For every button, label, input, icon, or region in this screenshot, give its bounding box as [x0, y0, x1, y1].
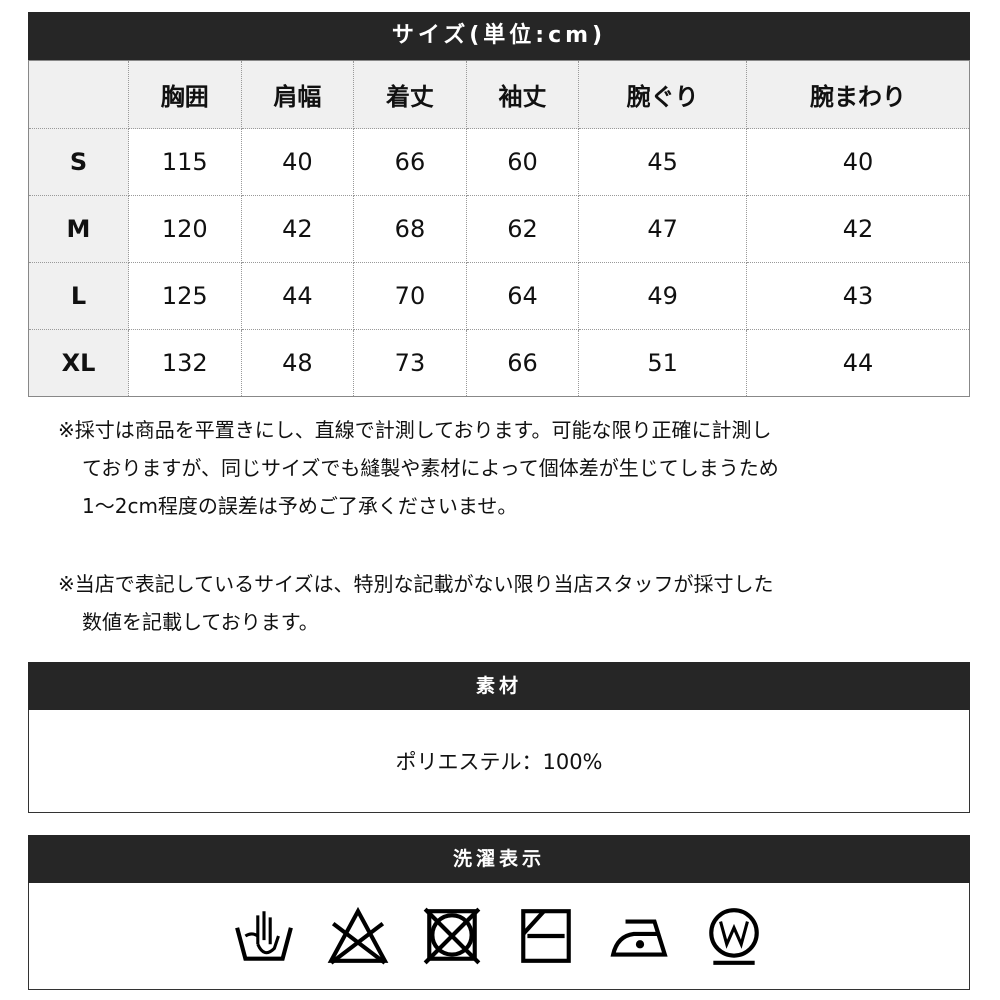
table-row: S 115 40 66 60 45 40	[28, 128, 970, 196]
table-cell: 66	[353, 128, 467, 196]
table-cell: 64	[465, 262, 580, 330]
table-cell: 70	[353, 262, 467, 330]
note-line: ※当店で表記しているサイズは、特別な記載がない限り当店スタッフが採寸した	[58, 572, 774, 596]
size-label: M	[28, 195, 129, 263]
size-label: S	[28, 128, 129, 196]
table-cell: 42	[746, 195, 970, 263]
line-dry-shade-icon	[515, 905, 577, 967]
table-cell: 42	[240, 195, 355, 263]
table-cell: 49	[578, 262, 748, 330]
size-label: L	[28, 262, 129, 330]
note-line: 数値を記載しております。	[82, 610, 319, 634]
table-row: L 125 44 70 64 49 43	[28, 262, 970, 330]
table-cell: 66	[465, 329, 580, 397]
table-cell: 73	[353, 329, 467, 397]
table-cell: 120	[128, 195, 242, 263]
table-cell: 44	[746, 329, 970, 397]
material-value: ポリエステル：100%	[395, 750, 603, 774]
washing-title: 洗濯表示	[28, 835, 970, 883]
table-cell: 40	[746, 128, 970, 196]
table-cell: 47	[578, 195, 748, 263]
table-cell: 51	[578, 329, 748, 397]
table-cell: 44	[240, 262, 355, 330]
washing-icons	[28, 883, 970, 990]
column-header: 袖丈	[465, 60, 580, 129]
column-header: 腕ぐり	[578, 60, 748, 129]
column-header: 腕まわり	[746, 60, 970, 129]
table-cell: 132	[128, 329, 242, 397]
column-header	[28, 60, 129, 129]
hand-wash-icon	[233, 905, 295, 967]
note-size-label: ※当店で表記しているサイズは、特別な記載がない限り当店スタッフが採寸した 数値を…	[58, 565, 958, 641]
note-measurement: ※採寸は商品を平置きにし、直線で計測しております。可能な限り正確に計測し ており…	[58, 411, 958, 525]
iron-low-icon	[609, 905, 671, 967]
size-table-title: サイズ(単位:cm)	[28, 12, 970, 60]
no-tumble-dry-icon	[421, 905, 483, 967]
note-line: ※採寸は商品を平置きにし、直線で計測しております。可能な限り正確に計測し	[58, 418, 772, 442]
table-cell: 115	[128, 128, 242, 196]
size-label: XL	[28, 329, 129, 397]
no-bleach-icon	[327, 905, 389, 967]
column-header: 胸囲	[128, 60, 242, 129]
note-line: ておりますが、同じサイズでも縫製や素材によって個体差が生じてしまうため	[82, 456, 779, 480]
table-cell: 40	[240, 128, 355, 196]
material-box: ポリエステル：100%	[28, 710, 970, 813]
table-row: M 120 42 68 62 47 42	[28, 195, 970, 263]
wet-clean-icon	[703, 905, 765, 967]
table-header-row: 胸囲 肩幅 着丈 袖丈 腕ぐり 腕まわり	[28, 60, 970, 129]
material-title: 素材	[28, 662, 970, 710]
size-table: 胸囲 肩幅 着丈 袖丈 腕ぐり 腕まわり S 115 40 66 60 45 40 M 120 42 68 62 4…	[28, 60, 970, 397]
note-line: 1～2cm程度の誤差は予めご了承くださいませ。	[82, 494, 518, 518]
table-cell: 48	[240, 329, 355, 397]
table-cell: 125	[128, 262, 242, 330]
column-header: 肩幅	[240, 60, 355, 129]
table-cell: 60	[465, 128, 580, 196]
column-header: 着丈	[353, 60, 467, 129]
table-cell: 62	[465, 195, 580, 263]
table-cell: 68	[353, 195, 467, 263]
table-row: XL 132 48 73 66 51 44	[28, 329, 970, 397]
table-cell: 43	[746, 262, 970, 330]
table-cell: 45	[578, 128, 748, 196]
